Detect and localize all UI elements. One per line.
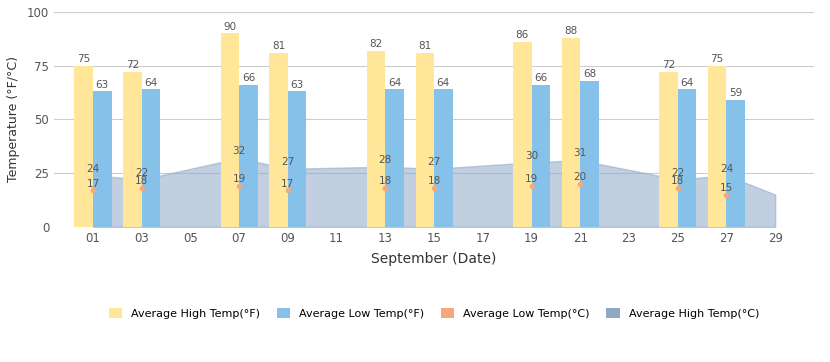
Bar: [221, 33, 239, 227]
Text: 66: 66: [242, 73, 255, 83]
Text: 64: 64: [437, 77, 450, 88]
Text: 32: 32: [232, 146, 246, 156]
Bar: [367, 51, 385, 227]
Bar: [270, 53, 288, 227]
Text: 17: 17: [86, 178, 100, 189]
Text: 28: 28: [378, 155, 392, 165]
Bar: [708, 66, 726, 227]
Text: 72: 72: [126, 60, 139, 70]
Bar: [142, 89, 160, 227]
Text: 63: 63: [290, 80, 304, 90]
Text: 15: 15: [720, 183, 733, 193]
Text: 88: 88: [564, 26, 578, 36]
Text: 22: 22: [135, 168, 149, 178]
Text: 82: 82: [369, 39, 383, 49]
Text: 75: 75: [710, 54, 724, 64]
Bar: [288, 92, 306, 227]
Text: 27: 27: [281, 157, 295, 167]
Text: 22: 22: [671, 168, 685, 178]
Text: 24: 24: [86, 164, 100, 173]
Text: 30: 30: [525, 151, 538, 161]
Bar: [385, 89, 404, 227]
Text: 19: 19: [525, 174, 538, 184]
Text: 20: 20: [574, 172, 587, 182]
Text: 63: 63: [95, 80, 109, 90]
Text: 24: 24: [720, 164, 733, 173]
X-axis label: September (Date): September (Date): [371, 252, 497, 266]
Text: 68: 68: [583, 69, 596, 79]
Text: 81: 81: [418, 41, 432, 51]
Text: 66: 66: [535, 73, 548, 83]
Text: 64: 64: [144, 77, 158, 88]
Bar: [659, 72, 678, 227]
Text: 81: 81: [272, 41, 286, 51]
Text: 64: 64: [681, 77, 694, 88]
Legend: Average High Temp(°F), Average Low Temp(°F), Average Low Temp(°C), Average High : Average High Temp(°F), Average Low Temp(…: [104, 303, 764, 324]
Text: 17: 17: [281, 178, 295, 189]
Text: 18: 18: [378, 176, 392, 186]
Text: 19: 19: [232, 174, 246, 184]
Text: 18: 18: [671, 176, 685, 186]
Bar: [123, 72, 142, 227]
Text: 18: 18: [135, 176, 149, 186]
Bar: [416, 53, 434, 227]
Bar: [580, 81, 598, 227]
Text: 72: 72: [662, 60, 675, 70]
Bar: [726, 100, 745, 227]
Text: 64: 64: [388, 77, 401, 88]
Bar: [678, 89, 696, 227]
Bar: [513, 42, 531, 227]
Text: 27: 27: [427, 157, 441, 167]
Bar: [434, 89, 452, 227]
Bar: [531, 85, 550, 227]
Bar: [75, 66, 93, 227]
Text: 90: 90: [223, 22, 237, 32]
Text: 59: 59: [729, 88, 742, 98]
Text: 75: 75: [77, 54, 90, 64]
Y-axis label: Temperature (°F/°C): Temperature (°F/°C): [7, 56, 20, 182]
Text: 86: 86: [515, 30, 529, 40]
Text: 31: 31: [574, 148, 587, 159]
Text: 18: 18: [427, 176, 441, 186]
Bar: [562, 38, 580, 227]
Bar: [93, 92, 111, 227]
Bar: [239, 85, 257, 227]
